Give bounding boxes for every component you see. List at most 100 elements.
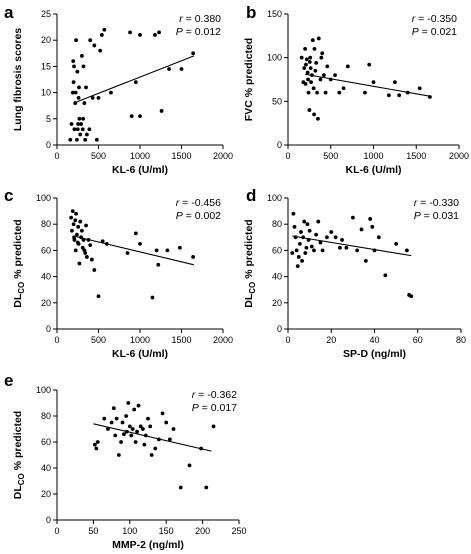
x-tick-label: 1000 [363,151,383,161]
data-point [75,137,79,142]
data-point [100,239,105,244]
data-point [150,295,155,300]
x-tick-label: 1000 [130,335,150,345]
panel-letter: a [4,3,14,22]
data-point [119,440,123,444]
data-point [129,433,134,438]
data-point [191,255,196,259]
data-point [73,248,78,253]
data-point [82,101,87,105]
data-point [81,64,86,69]
data-point [376,235,381,240]
data-point [133,80,138,85]
data-point [318,77,323,82]
y-tick-label: 5 [46,114,51,124]
panel-e: e 0 20 40 60 80 100 0 50 100 150 200 250 MMP-2 (ng/ml… [4,371,247,551]
regression-line [73,235,195,266]
data-point [350,215,355,220]
x-tick-label: 200 [195,526,210,536]
data-point [397,93,402,98]
data-point [302,219,307,224]
y-tick-label: 20 [41,298,51,308]
data-point [405,248,409,253]
data-point [73,218,78,223]
data-point [177,245,182,250]
data-point [333,235,338,240]
data-point [141,427,145,431]
y-tick-label: 40 [41,272,51,282]
data-point [83,251,88,255]
data-point [75,232,79,237]
data-point [294,248,299,253]
x-tick-label: 0 [54,151,59,161]
x-tick-label: 80 [456,335,466,345]
data-point [94,137,99,142]
data-point [84,132,89,137]
data-point [309,244,314,249]
data-point [308,66,313,71]
data-point [90,95,95,100]
data-point [310,73,314,78]
data-point [355,248,360,253]
x-tick-label: 40 [369,335,379,345]
data-point [128,30,132,35]
x-tick-label: 50 [88,526,98,536]
x-tick-label: 2000 [213,335,233,345]
data-point [80,54,84,58]
data-point [77,116,82,121]
data-point [120,420,125,425]
y-tick-label: 100 [36,385,51,395]
data-point [159,109,164,113]
y-tick-label: 25 [41,9,51,19]
p-symbol: P [412,26,419,38]
data-point [320,248,325,253]
data-point [88,243,93,248]
correlation-r: r = -0.362 [192,389,237,401]
data-point [81,116,86,121]
data-point [315,90,319,95]
regression-line [292,235,412,257]
data-point [84,223,88,228]
y-tick-label: 15 [41,61,51,71]
x-tick-label: 1500 [171,335,191,345]
data-point [136,403,141,408]
data-point [92,268,97,272]
y-axis-label-tail: % predicted [12,219,24,281]
data-point [70,228,74,233]
data-point [75,127,80,132]
panel-letter: e [4,371,13,390]
y-tick-label: 80 [272,219,282,229]
data-point [329,230,334,234]
data-point [102,416,107,421]
data-point [79,235,83,240]
x-tick-label: 60 [413,335,423,345]
correlation-r: r = -0.456 [176,197,221,209]
data-point [114,416,119,421]
y-axis-label-main: DL [12,293,24,308]
data-point [86,238,91,242]
data-point [314,232,319,237]
data-point [129,114,134,119]
data-point [157,30,161,35]
r-value: = -0.362 [195,389,237,401]
y-tick-label: 20 [41,35,51,45]
data-point [138,424,143,429]
y-tick-label: 60 [41,437,51,447]
data-point [94,446,99,451]
y-axis-label: DLCO % predicted [12,411,26,499]
data-point [304,62,308,67]
data-point [70,90,75,95]
data-point [370,224,375,229]
data-point [84,85,88,90]
data-point [316,219,321,224]
data-point [167,67,171,71]
data-point [341,86,346,91]
y-axis-label: DLCO % predicted [243,219,257,307]
data-point [71,222,76,227]
x-tick-label: 2000 [213,151,233,161]
data-point [199,446,204,451]
data-point [69,122,74,126]
y-axis-label-subscript: CO [248,282,257,294]
panel-letter: c [4,186,13,205]
